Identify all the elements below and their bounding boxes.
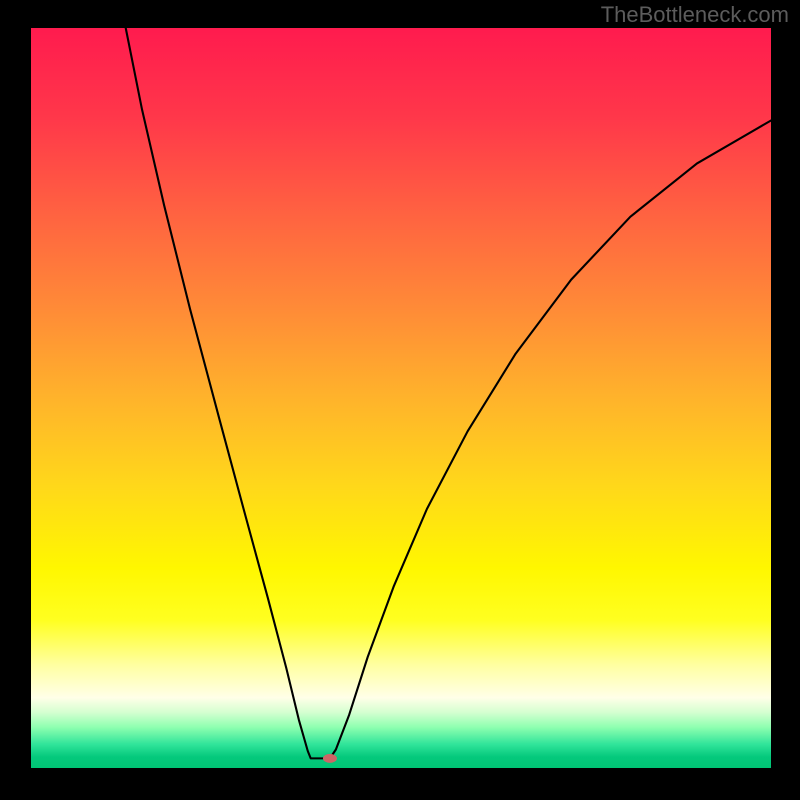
watermark-text: TheBottleneck.com	[601, 2, 789, 28]
chart-frame: TheBottleneck.com	[0, 0, 800, 800]
plot-gradient-background	[31, 28, 771, 768]
